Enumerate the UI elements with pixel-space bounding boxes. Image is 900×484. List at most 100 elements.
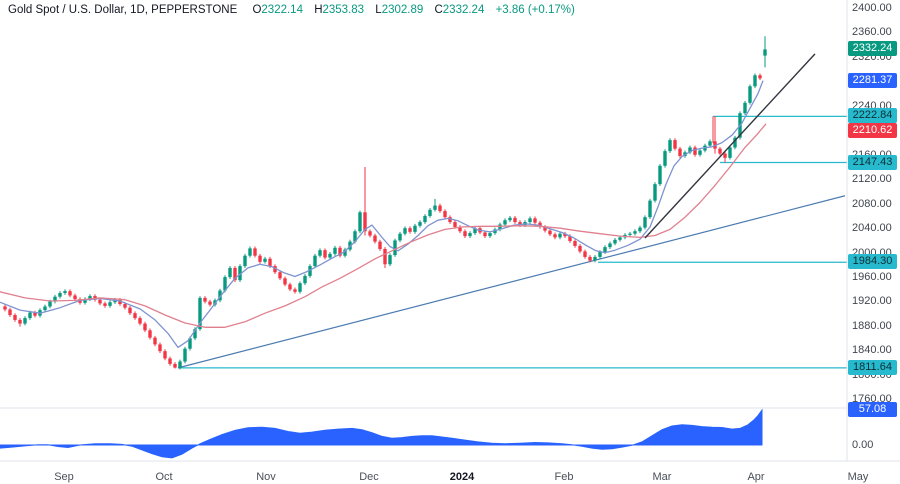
candle-body: [8, 309, 12, 316]
candle-body: [3, 306, 7, 310]
candle-body: [293, 289, 297, 292]
close-value: 2332.24: [442, 4, 485, 16]
price-badge[interactable]: 2222.84: [848, 108, 897, 123]
candle-body: [308, 266, 312, 276]
candle-body: [88, 296, 92, 300]
price-badge[interactable]: 2332.24: [848, 41, 897, 56]
high-label: H: [314, 4, 323, 16]
candle-body: [673, 140, 677, 149]
candle-body: [633, 231, 637, 234]
candle-body: [613, 239, 617, 244]
price-axis-tick[interactable]: 1840.00: [852, 344, 892, 356]
candle-body: [58, 293, 62, 297]
price-badge[interactable]: 57.08: [848, 402, 897, 417]
candle-body: [388, 255, 392, 265]
price-axis-tick[interactable]: 2360.00: [852, 26, 892, 38]
price-axis-tick[interactable]: 2400.00: [852, 2, 892, 14]
price-axis-tick[interactable]: 1920.00: [852, 295, 892, 307]
candle-body: [258, 255, 262, 262]
candle-body: [708, 141, 712, 146]
candle-body: [458, 226, 462, 232]
candle-body: [628, 233, 632, 235]
candle-body: [193, 329, 197, 339]
low-value: 2302.89: [381, 4, 424, 16]
candle-body: [378, 241, 382, 249]
price-badge[interactable]: 2147.43: [848, 155, 897, 170]
fast-ma-line[interactable]: [0, 80, 764, 349]
price-axis-tick[interactable]: 1880.00: [852, 320, 892, 332]
candle-body: [543, 226, 547, 231]
price-axis-tick[interactable]: 1960.00: [852, 271, 892, 283]
slow-ma-line[interactable]: [0, 123, 767, 328]
candle-body: [248, 248, 252, 256]
candle-body: [323, 250, 327, 258]
price-badge[interactable]: 1984.30: [848, 254, 897, 269]
candle-body: [653, 184, 657, 201]
candle-body: [233, 267, 237, 281]
candle-body: [618, 237, 622, 240]
candle-body: [483, 232, 487, 237]
candle-body: [603, 247, 607, 253]
price-badge[interactable]: 1811.64: [848, 360, 897, 375]
candle-body: [518, 222, 522, 226]
price-axis-tick[interactable]: 2040.00: [852, 222, 892, 234]
candle-body: [243, 255, 247, 267]
candle-body: [183, 348, 187, 362]
candle-body: [18, 319, 22, 324]
candle-body: [403, 228, 407, 234]
candle-body: [73, 295, 77, 300]
candle-body: [68, 291, 72, 296]
candle-body: [13, 315, 17, 320]
candle-body: [453, 222, 457, 227]
steep-uptrend-line[interactable]: [644, 53, 816, 239]
candle-body: [643, 217, 647, 228]
price-axis-tick[interactable]: 0.00: [852, 439, 874, 451]
long-uptrend-line[interactable]: [177, 195, 846, 369]
candle-body: [203, 297, 207, 302]
time-axis-label[interactable]: Sep: [54, 471, 74, 483]
indicator-area[interactable]: [0, 408, 763, 459]
candle-body: [583, 251, 587, 257]
price-badge[interactable]: 2281.37: [848, 73, 897, 88]
candle-body: [208, 301, 212, 305]
candle-body: [413, 225, 417, 232]
candle-body: [508, 217, 512, 221]
candle-body: [353, 231, 357, 242]
candle-body: [563, 233, 567, 237]
candle-body: [553, 234, 557, 238]
candle-body: [148, 330, 152, 338]
open-label: O: [252, 4, 262, 16]
candle-body: [98, 299, 102, 304]
candle-body: [668, 140, 672, 152]
candle-body: [318, 250, 322, 256]
price-axis-tick[interactable]: 2080.00: [852, 198, 892, 210]
candle-body: [278, 272, 282, 279]
time-axis-label[interactable]: Dec: [359, 471, 379, 483]
candle-body: [688, 147, 692, 153]
candle-body: [223, 277, 227, 291]
time-axis-label[interactable]: Apr: [747, 471, 765, 483]
time-axis-label[interactable]: Nov: [256, 471, 276, 483]
time-axis-label[interactable]: May: [847, 471, 869, 483]
price-axis-tick[interactable]: 2120.00: [852, 173, 892, 185]
candle-body: [383, 248, 387, 265]
candle-body: [338, 247, 342, 256]
time-axis-label[interactable]: Feb: [554, 471, 574, 483]
candle-body: [268, 258, 272, 267]
candle-body: [173, 363, 177, 368]
candle-body: [358, 212, 362, 232]
candle-body: [438, 205, 442, 212]
candle-body: [228, 267, 232, 278]
time-axis-label[interactable]: Mar: [652, 471, 672, 483]
price-badge[interactable]: 2210.62: [848, 123, 897, 138]
candle-body: [663, 151, 667, 166]
time-axis-label[interactable]: Oct: [155, 471, 173, 483]
symbol-title[interactable]: Gold Spot / U.S. Dollar, 1D, PEPPERSTONE: [8, 4, 238, 16]
time-axis-label[interactable]: 2024: [449, 471, 475, 483]
candle-body: [63, 291, 67, 294]
candle-body: [548, 230, 552, 235]
candle-body: [463, 231, 467, 237]
candle-body: [133, 313, 137, 319]
